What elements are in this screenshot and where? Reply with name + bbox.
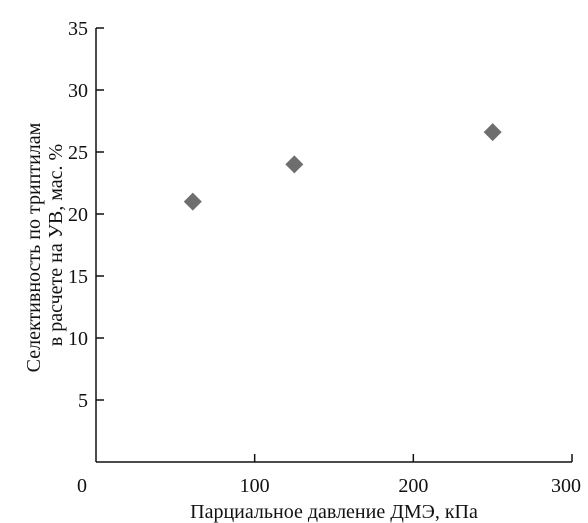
y-tick-label: 15 — [68, 266, 88, 288]
data-point — [183, 192, 202, 211]
y-axis-label: Селективность по триптилам в расчете на … — [23, 118, 67, 373]
x-tick-label: 100 — [240, 475, 270, 497]
x-tick-label: 200 — [398, 475, 428, 497]
data-points — [183, 123, 502, 211]
y-tick-label: 30 — [68, 80, 88, 102]
ticks: 5 10 15 20 25 30 35 0 100 200 300 — [68, 18, 581, 497]
y-tick-label: 25 — [68, 142, 88, 164]
y-tick-label: 10 — [68, 328, 88, 350]
axes — [95, 28, 572, 463]
x-axis-label: Парциальное давление ДМЭ, кПа — [190, 501, 478, 523]
x-tick-label: 300 — [551, 475, 581, 497]
y-tick-label: 20 — [68, 204, 88, 226]
data-point — [285, 155, 304, 174]
y-axis-label-line-2: в расчете на УВ, мас. % — [45, 144, 67, 346]
y-axis-label-line-1: Селективность по триптилам — [23, 122, 45, 372]
y-tick-label: 5 — [78, 390, 88, 412]
data-point — [483, 123, 502, 142]
y-tick-label: 35 — [68, 18, 88, 40]
x-tick-label: 0 — [77, 475, 87, 497]
